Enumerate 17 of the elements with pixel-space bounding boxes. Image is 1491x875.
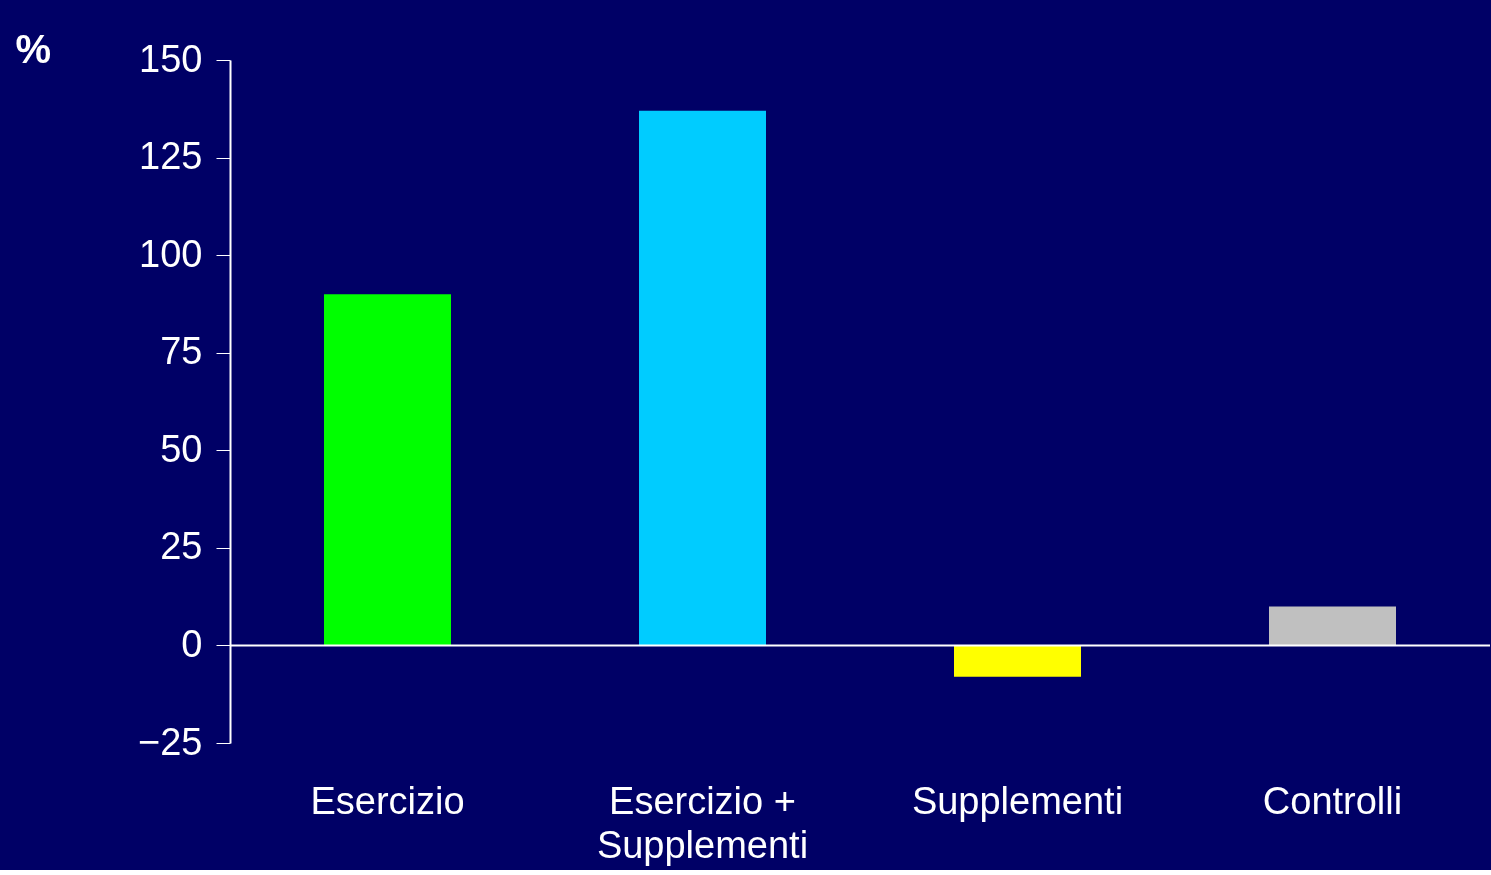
bar xyxy=(1269,606,1396,646)
bar xyxy=(324,294,451,646)
x-tick-label: Esercizio xyxy=(310,779,465,822)
y-tick-label: 150 xyxy=(139,37,203,80)
y-tick-label: 125 xyxy=(139,135,203,178)
y-tick-label: 25 xyxy=(160,525,203,568)
x-tick-label: Supplementi xyxy=(911,779,1124,822)
x-tick-label: Controlli xyxy=(1262,779,1403,822)
y-tick-label: 0 xyxy=(181,622,203,665)
y-tick-label: −25 xyxy=(138,720,203,763)
y-tick-label: 50 xyxy=(160,427,203,470)
y-tick-label: 75 xyxy=(160,330,203,373)
x-tick-label: Esercizio + Supplementi xyxy=(596,779,809,866)
bar xyxy=(639,110,766,646)
y-tick-label: 100 xyxy=(139,232,203,275)
bar xyxy=(954,645,1081,677)
y-axis-title: % xyxy=(15,26,52,71)
